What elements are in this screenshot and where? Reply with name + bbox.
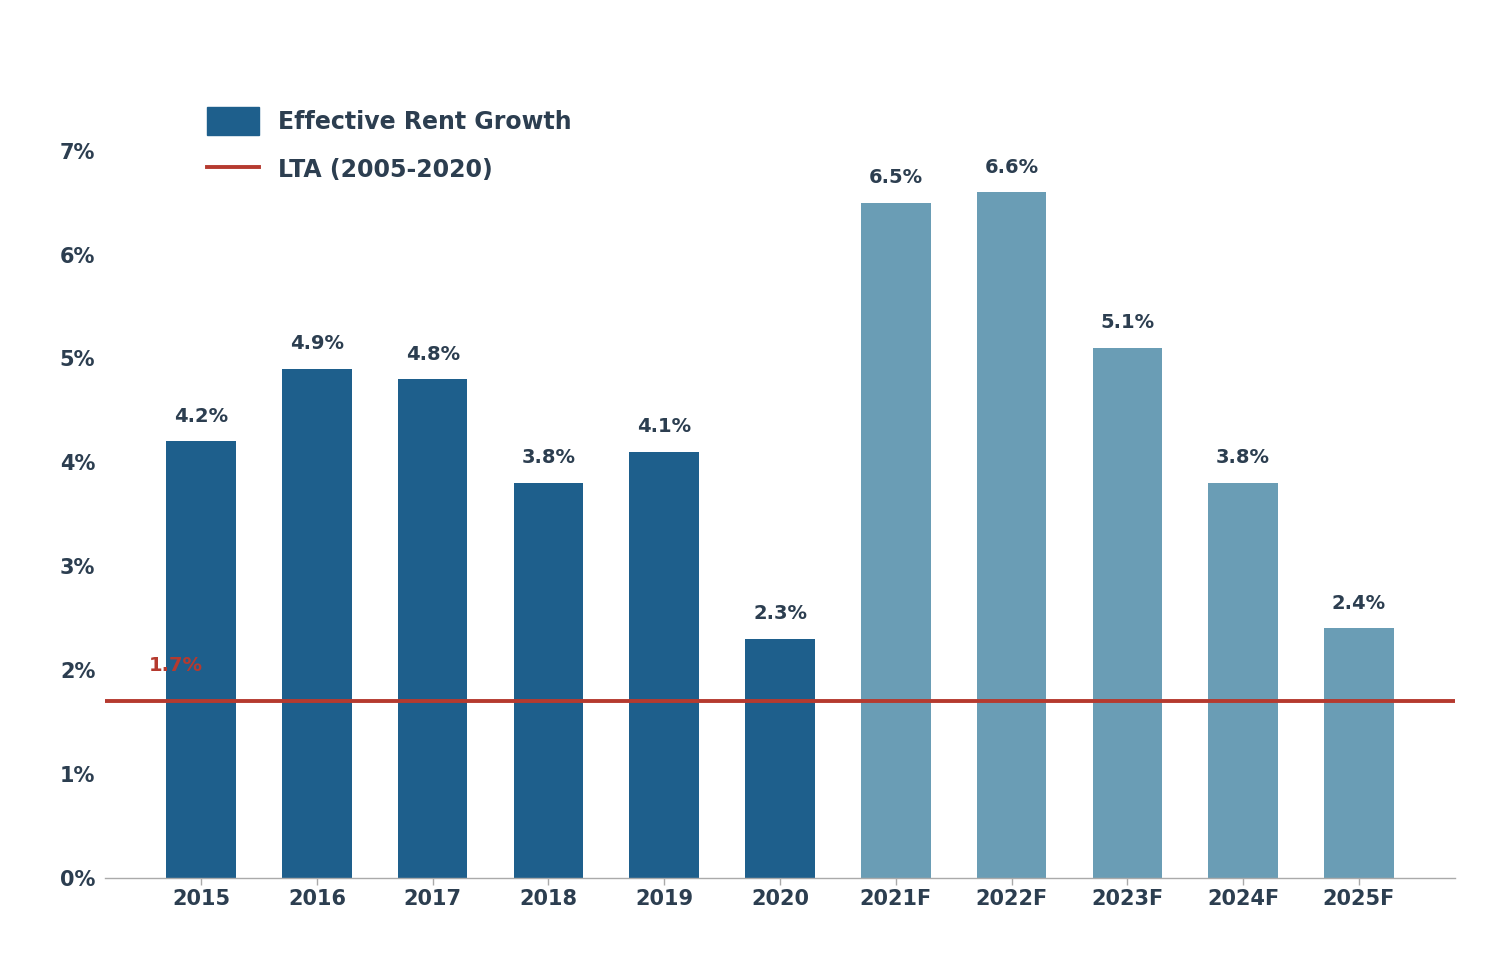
Bar [513,483,584,878]
Bar [1209,483,1278,878]
Text: 5.1%: 5.1% [1101,313,1155,332]
Bar [746,639,814,878]
Text: 3.8%: 3.8% [1216,448,1270,467]
Bar [166,442,236,878]
Text: 1.7%: 1.7% [148,656,202,675]
Bar [630,451,699,878]
Text: 4.9%: 4.9% [290,334,344,353]
Text: 2.3%: 2.3% [753,604,807,623]
Bar [1324,628,1394,878]
Bar [1092,348,1162,878]
Text: 4.8%: 4.8% [405,344,459,364]
Legend: Effective Rent Growth, LTA (2005-2020): Effective Rent Growth, LTA (2005-2020) [198,98,580,192]
Bar [976,192,1047,878]
Bar [398,379,468,878]
Text: 6.5%: 6.5% [868,168,922,187]
Bar [861,203,930,878]
Text: 4.2%: 4.2% [174,407,228,426]
Text: 4.1%: 4.1% [638,417,692,436]
Bar [282,369,351,878]
Text: 3.8%: 3.8% [522,448,576,467]
Text: 6.6%: 6.6% [984,158,1038,176]
Text: 2.4%: 2.4% [1332,594,1386,612]
